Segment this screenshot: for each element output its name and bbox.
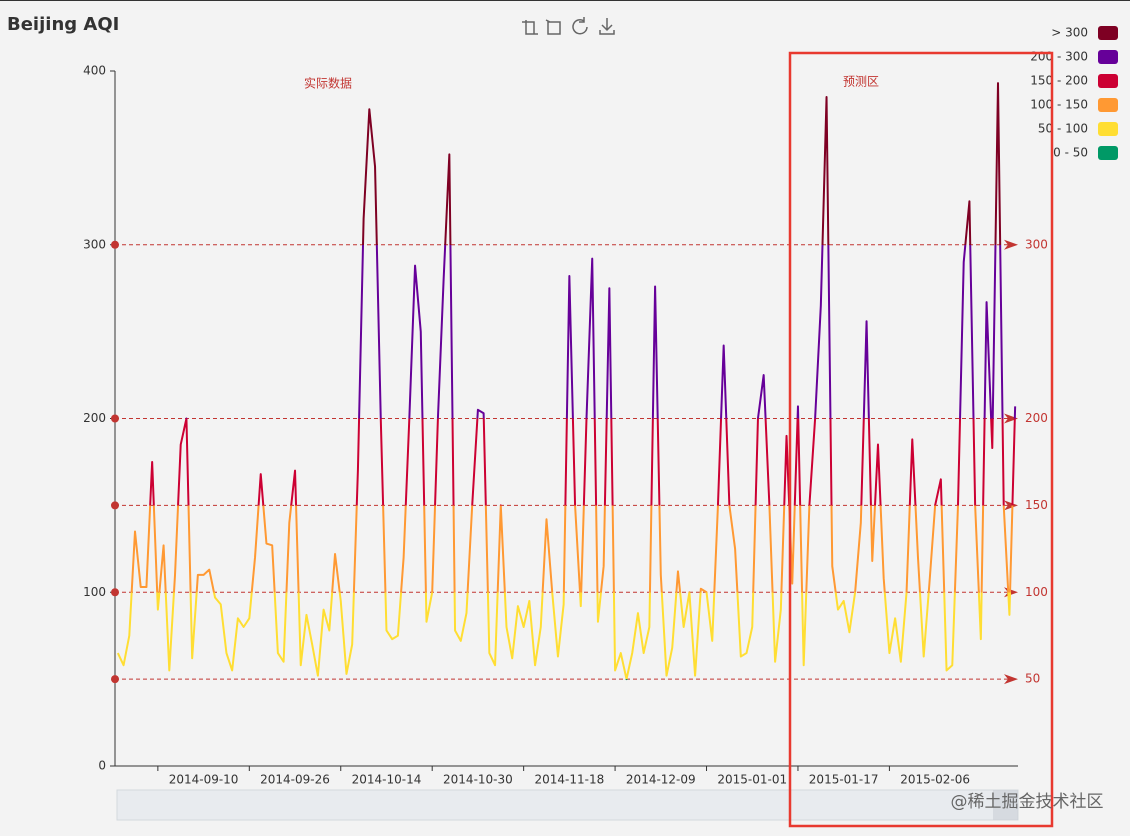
legend-swatch bbox=[1098, 26, 1118, 40]
y-tick-label: 0 bbox=[98, 759, 106, 773]
aqi-line bbox=[116, 82, 1017, 681]
x-tick-label: 2014-10-30 bbox=[443, 773, 513, 787]
mark-line-label: 150 bbox=[1025, 498, 1048, 512]
legend-swatch bbox=[1098, 50, 1118, 64]
mark-line-start bbox=[111, 588, 119, 597]
chart-title: Beijing AQI bbox=[7, 14, 119, 35]
mark-line-start bbox=[111, 414, 119, 423]
x-tick-label: 2014-12-09 bbox=[626, 773, 696, 787]
zoom-icon[interactable] bbox=[522, 20, 538, 35]
mark-line-start bbox=[111, 501, 119, 510]
y-tick-label: 400 bbox=[83, 64, 106, 78]
legend-label: 0 - 50 bbox=[1053, 146, 1088, 160]
mark-line-arrow bbox=[1004, 500, 1018, 511]
mark-line-arrow bbox=[1004, 413, 1018, 424]
mark-line-arrow bbox=[1004, 674, 1018, 685]
x-tick-label: 2015-01-01 bbox=[717, 773, 787, 787]
mark-line-label: 50 bbox=[1025, 672, 1040, 686]
restore-icon[interactable] bbox=[572, 17, 588, 35]
zoom-back-icon[interactable] bbox=[545, 19, 561, 35]
legend-label: 100 - 150 bbox=[1030, 98, 1088, 112]
legend-swatch bbox=[1098, 74, 1118, 88]
highlight-box bbox=[788, 51, 1054, 828]
x-tick-label: 2014-09-26 bbox=[260, 773, 330, 787]
y-tick-label: 300 bbox=[83, 237, 106, 251]
toolbox bbox=[522, 17, 615, 35]
legend-swatch bbox=[1098, 146, 1118, 160]
x-tick-label: 2014-11-18 bbox=[534, 773, 604, 787]
mark-line-arrow bbox=[1004, 239, 1018, 250]
legend-swatch bbox=[1098, 122, 1118, 136]
legend-label: 200 - 300 bbox=[1030, 50, 1088, 64]
download-icon[interactable] bbox=[599, 18, 615, 35]
x-tick-label: 2015-01-17 bbox=[809, 773, 879, 787]
x-tick-label: 2014-10-14 bbox=[352, 773, 422, 787]
mark-line-label: 200 bbox=[1025, 411, 1048, 425]
data-zoom-handle[interactable] bbox=[993, 790, 1018, 820]
annotation: 实际数据 bbox=[304, 76, 352, 91]
legend-swatch bbox=[1098, 98, 1118, 112]
plot-area: 0 100 200 300 400 2014-09-10 2014-09-26 2014-10… bbox=[83, 26, 1118, 787]
data-zoom-slider[interactable] bbox=[116, 789, 1019, 821]
y-tick-label: 200 bbox=[83, 411, 106, 425]
y-tick-label: 100 bbox=[83, 585, 106, 599]
legend-label: > 300 bbox=[1051, 26, 1088, 40]
mark-line-label: 300 bbox=[1025, 237, 1048, 251]
annotation: 预测区 bbox=[843, 75, 879, 89]
mark-line-label: 100 bbox=[1025, 585, 1048, 599]
x-tick-label: 2015-02-06 bbox=[900, 773, 970, 787]
legend-label: 50 - 100 bbox=[1038, 122, 1088, 136]
mark-line-start bbox=[111, 240, 119, 249]
legend-label: 150 - 200 bbox=[1030, 74, 1088, 88]
mark-line-start bbox=[111, 675, 119, 684]
watermark: @稀土掘金技术社区 bbox=[951, 792, 1104, 812]
x-tick-label: 2014-09-10 bbox=[169, 773, 239, 787]
